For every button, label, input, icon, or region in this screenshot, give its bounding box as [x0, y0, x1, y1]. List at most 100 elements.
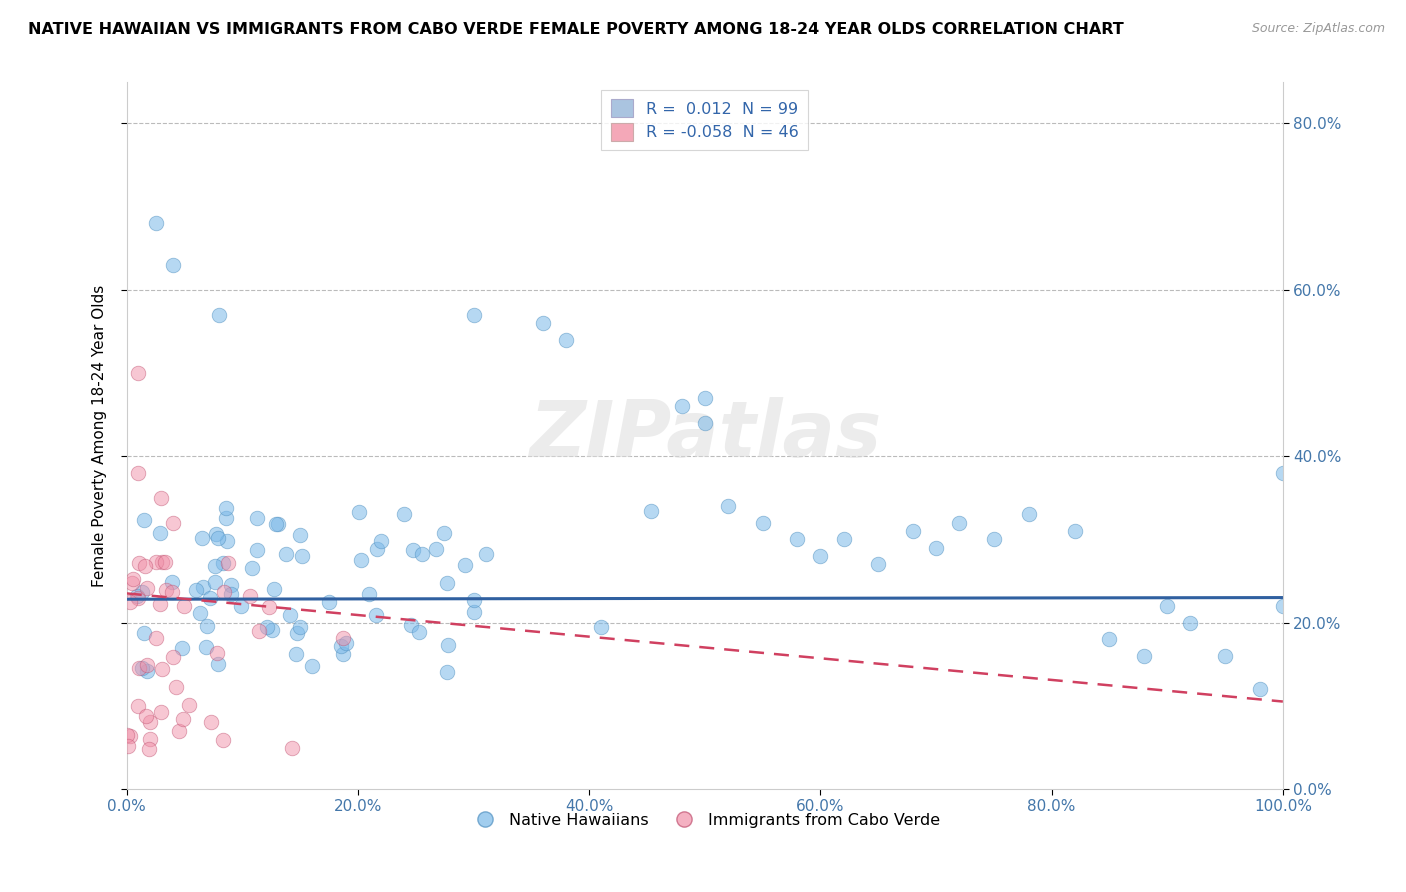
Point [266, 516, 288, 531]
Point [212, 732, 235, 747]
Text: NATIVE HAWAIIAN VS IMMIGRANTS FROM CABO VERDE FEMALE POVERTY AMONG 18-24 YEAR OL: NATIVE HAWAIIAN VS IMMIGRANTS FROM CABO … [28, 22, 1123, 37]
Point [150, 491, 173, 505]
Point [205, 646, 228, 660]
Point [200, 715, 222, 730]
Point [454, 558, 477, 573]
Point [257, 599, 280, 614]
Point [274, 547, 297, 561]
Point [247, 624, 270, 639]
Point [1098, 632, 1121, 647]
Point [211, 556, 233, 570]
Point [120, 595, 142, 609]
Point [135, 581, 157, 595]
Point [160, 585, 183, 599]
Point [193, 580, 215, 594]
Point [131, 584, 153, 599]
Point [671, 399, 693, 413]
Point [138, 742, 160, 756]
Point [436, 665, 458, 679]
Point [318, 595, 340, 609]
Text: Source: ZipAtlas.com: Source: ZipAtlas.com [1251, 22, 1385, 36]
Point [264, 516, 287, 531]
Point [172, 640, 194, 655]
Point [215, 511, 238, 525]
Point [135, 664, 157, 678]
Point [290, 620, 312, 634]
Point [366, 542, 388, 557]
Point [281, 741, 304, 756]
Point [217, 533, 239, 548]
Point [411, 547, 433, 561]
Point [366, 608, 388, 623]
Point [190, 606, 212, 620]
Point [128, 556, 150, 570]
Point [131, 661, 153, 675]
Point [246, 511, 269, 525]
Point [134, 558, 156, 573]
Point [207, 531, 229, 545]
Point [332, 647, 354, 661]
Point [190, 531, 212, 545]
Point [240, 561, 263, 575]
Point [640, 504, 662, 518]
Point [256, 619, 278, 633]
Point [832, 533, 855, 547]
Point [463, 606, 485, 620]
Point [165, 680, 187, 694]
Point [127, 366, 149, 380]
Point [810, 549, 832, 563]
Point [145, 555, 167, 569]
Point [392, 507, 415, 521]
Point [150, 705, 173, 719]
Point [149, 525, 172, 540]
Point [433, 525, 456, 540]
Point [195, 618, 218, 632]
Y-axis label: Female Poverty Among 18-24 Year Olds: Female Poverty Among 18-24 Year Olds [93, 285, 107, 587]
Point [589, 620, 612, 634]
Point [285, 648, 308, 662]
Point [139, 731, 162, 746]
Point [198, 591, 221, 605]
Point [1271, 599, 1294, 613]
Point [204, 559, 226, 574]
Point [717, 499, 740, 513]
Point [1018, 508, 1040, 522]
Point [204, 575, 226, 590]
Point [350, 553, 373, 567]
Point [214, 500, 236, 515]
Point [399, 618, 422, 632]
Point [291, 549, 314, 564]
Point [204, 527, 226, 541]
Point [1156, 599, 1178, 613]
Point [139, 715, 162, 730]
Point [901, 524, 924, 538]
Text: ZIPatlas: ZIPatlas [529, 398, 882, 474]
Point [219, 578, 242, 592]
Point [475, 547, 498, 561]
Point [153, 555, 176, 569]
Point [121, 576, 143, 591]
Point [167, 724, 190, 739]
Point [149, 597, 172, 611]
Point [128, 661, 150, 675]
Point [868, 558, 890, 572]
Point [1271, 466, 1294, 480]
Point [150, 555, 173, 569]
Point [135, 709, 157, 723]
Point [1213, 648, 1236, 663]
Point [172, 712, 194, 726]
Point [145, 216, 167, 230]
Point [229, 599, 252, 613]
Point [118, 729, 141, 743]
Point [135, 658, 157, 673]
Point [132, 625, 155, 640]
Point [330, 639, 353, 653]
Point [239, 590, 262, 604]
Point [332, 631, 354, 645]
Point [184, 582, 207, 597]
Point [207, 657, 229, 671]
Point [212, 584, 235, 599]
Point [693, 391, 716, 405]
Point [155, 583, 177, 598]
Point [173, 599, 195, 614]
